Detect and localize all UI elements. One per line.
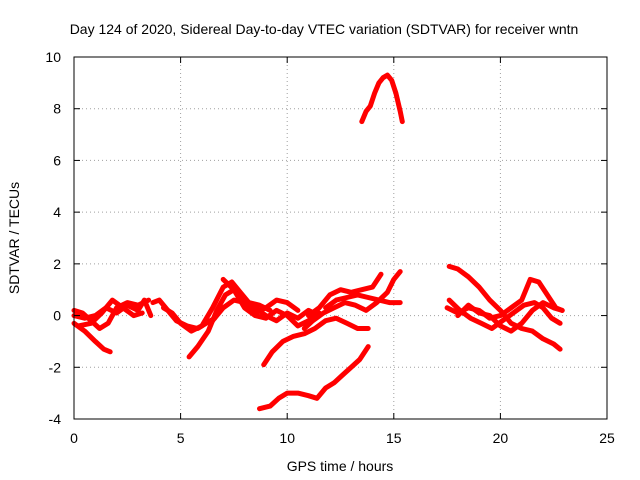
axis-ticks: 0 5 10 15 20 25 -4 -2 0 2 4 6 8 10 xyxy=(45,49,615,446)
series-arc-10 xyxy=(261,315,371,368)
x-tick-label: 20 xyxy=(493,430,509,446)
series-arc-1 xyxy=(71,320,113,355)
x-tick-label: 0 xyxy=(70,430,78,446)
y-axis-label: SDTVAR / TECUs xyxy=(6,182,22,294)
series-arc-12 xyxy=(306,271,384,319)
y-tick-label: 8 xyxy=(53,101,61,117)
data-series xyxy=(71,72,565,412)
series-arc-13 xyxy=(323,292,403,311)
x-axis-label: GPS time / hours xyxy=(287,458,394,474)
x-tick-label: 15 xyxy=(386,430,402,446)
grid-lines xyxy=(74,57,607,419)
series-arc-15 xyxy=(359,72,405,125)
series-arc-9 xyxy=(220,276,322,329)
y-tick-label: -2 xyxy=(49,359,62,375)
y-tick-label: 10 xyxy=(45,49,61,65)
series-arc-14 xyxy=(257,344,371,412)
series-arc-3 xyxy=(71,297,154,321)
series-arc-4 xyxy=(75,297,145,329)
y-tick-label: 0 xyxy=(53,308,61,324)
x-tick-label: 10 xyxy=(279,430,295,446)
chart-title: Day 124 of 2020, Sidereal Day-to-day VTE… xyxy=(70,21,579,37)
y-tick-label: 2 xyxy=(53,256,61,272)
y-tick-label: -4 xyxy=(49,411,62,427)
series-arc-11 xyxy=(301,269,403,331)
y-tick-label: 4 xyxy=(53,204,61,220)
series-arc-18 xyxy=(446,297,563,331)
x-tick-label: 25 xyxy=(599,430,615,446)
x-tick-label: 5 xyxy=(177,430,185,446)
series-arc-19 xyxy=(455,300,565,334)
plot-frame xyxy=(73,56,608,420)
y-tick-label: 6 xyxy=(53,152,61,168)
